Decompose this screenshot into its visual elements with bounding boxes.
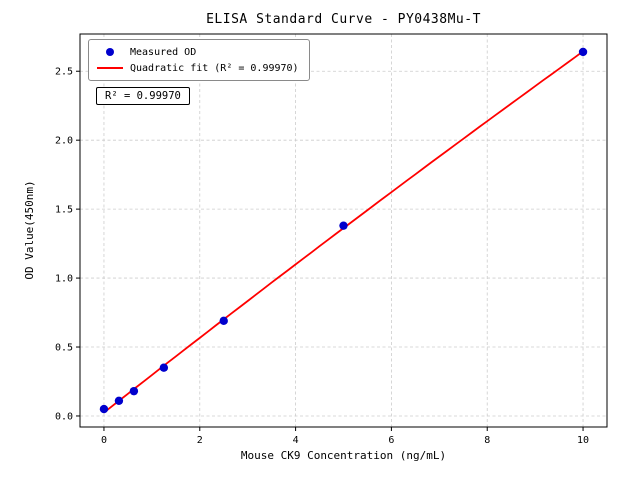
- r-squared-annotation: R² = 0.99970: [96, 87, 190, 105]
- svg-text:4: 4: [293, 435, 299, 446]
- fit-line-icon: [96, 67, 124, 69]
- svg-text:0: 0: [101, 435, 107, 446]
- legend-item-quadratic-fit: Quadratic fit (R² = 0.99970): [96, 60, 299, 76]
- svg-text:6: 6: [388, 435, 394, 446]
- chart-title: ELISA Standard Curve - PY0438Mu-T: [206, 12, 481, 27]
- svg-text:2.5: 2.5: [55, 67, 73, 78]
- legend-label-measured-od: Measured OD: [130, 46, 197, 58]
- svg-text:1.5: 1.5: [55, 205, 73, 216]
- x-axis-label: Mouse CK9 Concentration (ng/mL): [240, 449, 447, 462]
- legend-item-measured-od: Measured OD: [96, 44, 299, 60]
- svg-text:1.0: 1.0: [55, 274, 73, 285]
- scatter-dot-icon: [96, 48, 124, 56]
- svg-text:0.0: 0.0: [55, 411, 73, 422]
- svg-text:0.5: 0.5: [55, 343, 73, 354]
- svg-text:2: 2: [197, 435, 203, 446]
- legend: Measured OD Quadratic fit (R² = 0.99970): [88, 39, 310, 81]
- svg-text:8: 8: [484, 435, 490, 446]
- legend-label-quadratic-fit: Quadratic fit (R² = 0.99970): [130, 62, 299, 74]
- svg-text:2.0: 2.0: [55, 136, 73, 147]
- svg-text:10: 10: [577, 435, 589, 446]
